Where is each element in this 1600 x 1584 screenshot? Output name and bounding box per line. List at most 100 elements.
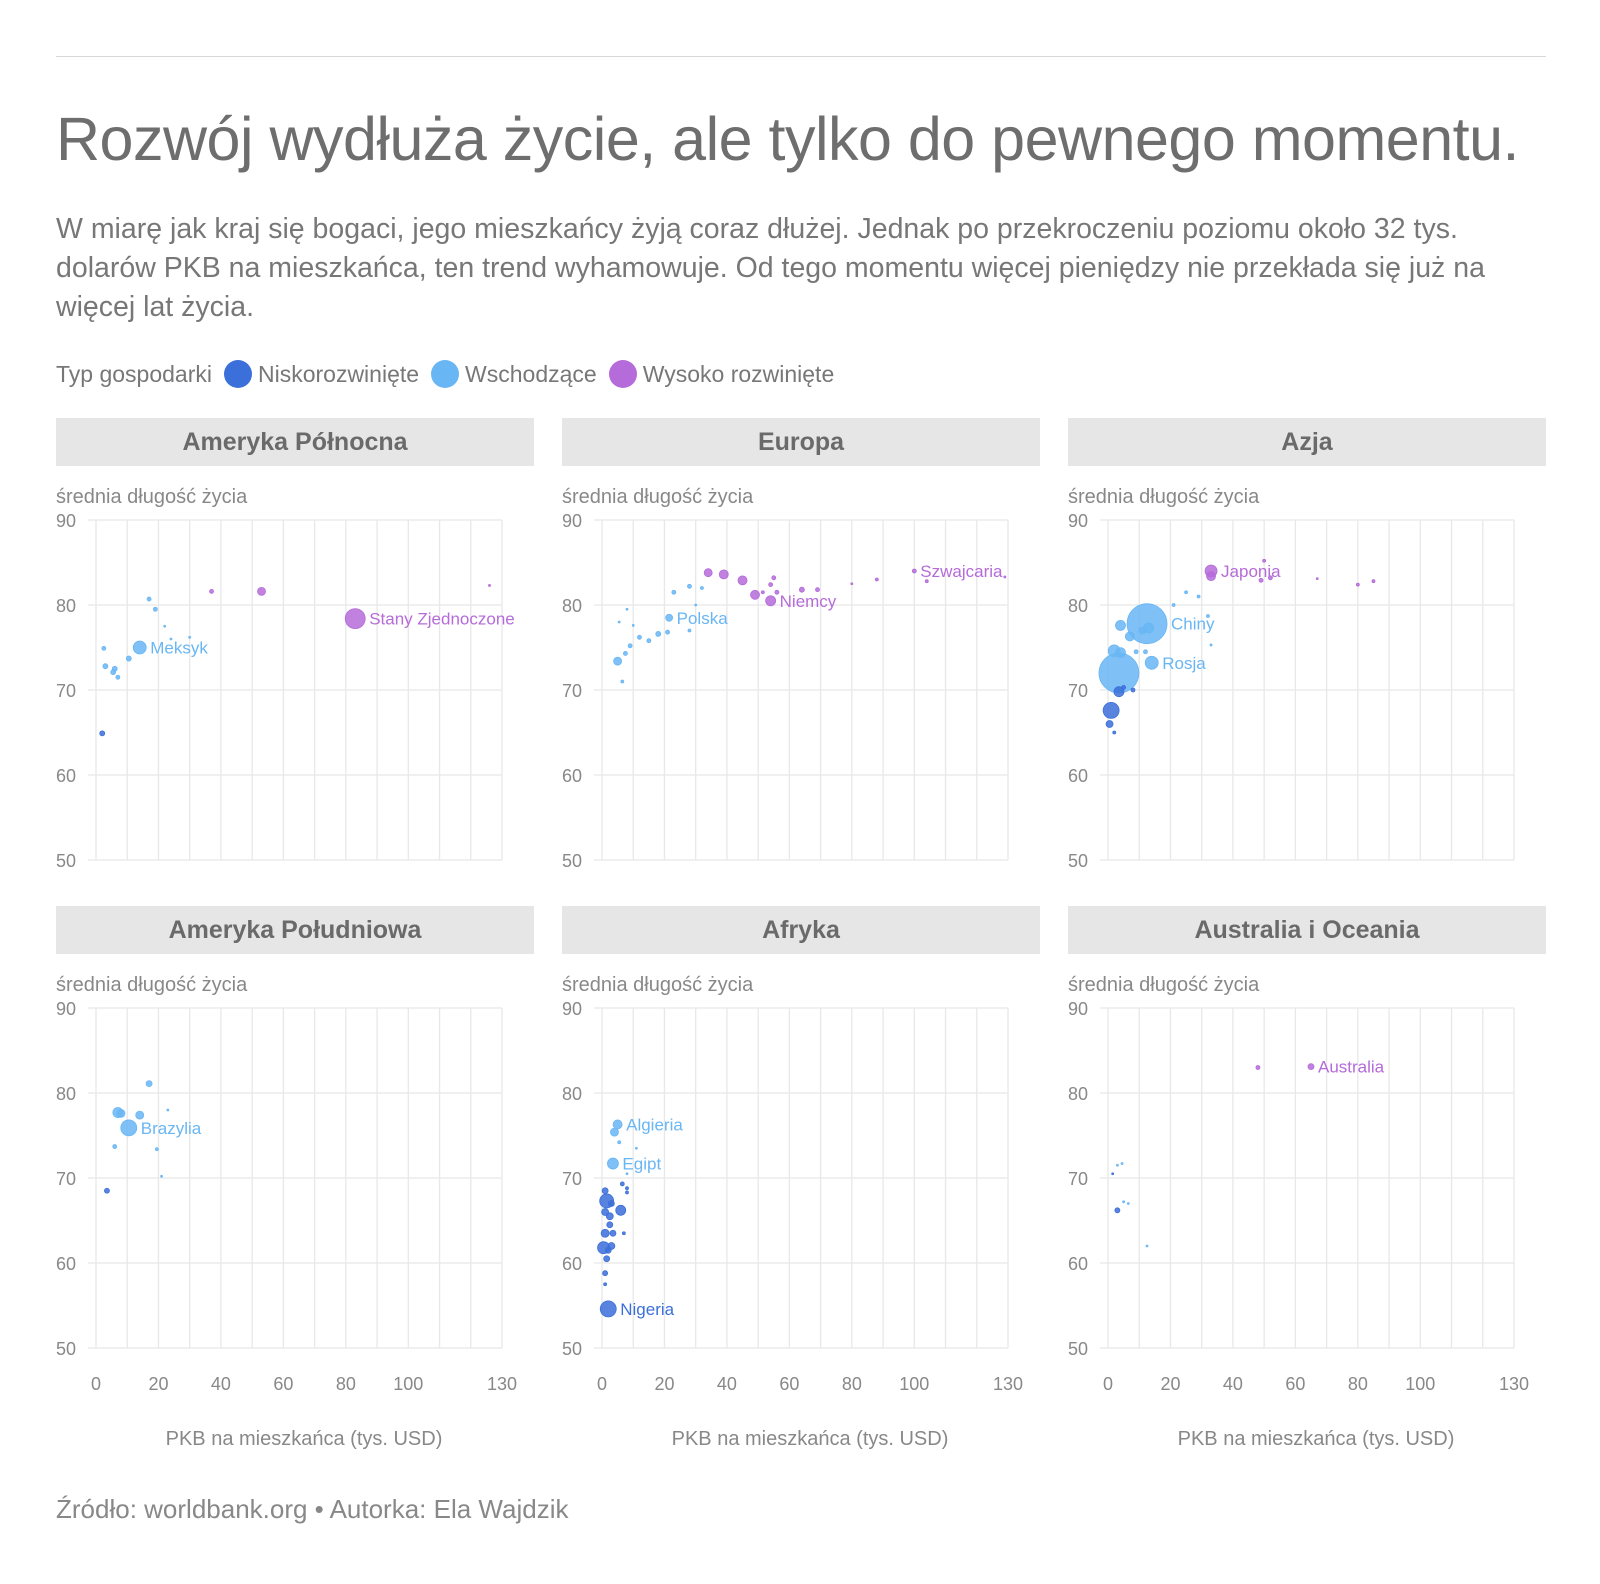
- y-tick-label: 90: [56, 511, 76, 531]
- y-tick-label: 60: [56, 1254, 76, 1274]
- data-point: [1124, 631, 1135, 642]
- data-point: [771, 575, 777, 581]
- data-point: [850, 582, 854, 586]
- data-point: [163, 624, 167, 628]
- data-point: [116, 1108, 126, 1118]
- data-point: [625, 1172, 629, 1176]
- x-tick-label: 60: [779, 1374, 799, 1394]
- data-point: [1133, 649, 1139, 655]
- point-label: Algieria: [626, 1115, 683, 1134]
- data-point: [146, 596, 152, 602]
- x-tick-label: 100: [1405, 1374, 1435, 1394]
- data-point: [209, 588, 214, 594]
- scatter-plot-asia: 50 60 70 80 90 Chiny Rosja Japonia: [1068, 511, 1515, 871]
- panel-oceania: Australia i Oceania średnia długość życi…: [1068, 906, 1546, 1426]
- data-point: [1145, 1244, 1149, 1248]
- data-point: [1122, 1200, 1126, 1204]
- data-point: [765, 595, 777, 607]
- data-point: [1112, 730, 1117, 735]
- x-tick-label: 80: [336, 1374, 356, 1394]
- data-point: [1307, 1063, 1315, 1071]
- data-point: [623, 651, 628, 656]
- data-point: [610, 1127, 619, 1137]
- legend-swatch-low: [223, 360, 252, 388]
- data-point: [621, 1231, 626, 1236]
- data-point: [604, 1246, 612, 1254]
- data-point: [488, 584, 491, 587]
- data-point: [101, 645, 107, 651]
- data-point: [1138, 626, 1147, 635]
- x-tick-label: 80: [1348, 1374, 1368, 1394]
- x-tick-label: 130: [1499, 1374, 1529, 1394]
- data-point: [1113, 686, 1125, 698]
- data-point: [625, 1190, 629, 1195]
- data-point: [627, 643, 633, 649]
- data-point: [1209, 643, 1213, 647]
- x-tick-label: 130: [993, 1374, 1023, 1394]
- x-tick-label: 60: [1285, 1374, 1305, 1394]
- y-axis-title: średnia długość życia: [56, 486, 248, 508]
- y-tick-label: 60: [1068, 766, 1088, 786]
- data-point: [602, 1270, 609, 1277]
- data-point: [1355, 582, 1360, 587]
- data-point: [703, 568, 713, 578]
- data-point: [1206, 571, 1216, 582]
- point-label: Chiny: [1171, 615, 1215, 634]
- y-tick-label: 90: [1068, 511, 1088, 531]
- data-point: [120, 1119, 138, 1137]
- data-point: [646, 638, 652, 644]
- data-point: [760, 590, 765, 595]
- y-tick-label: 80: [56, 1084, 76, 1104]
- data-point: [605, 1212, 614, 1221]
- data-point: [1315, 577, 1319, 581]
- data-point: [768, 582, 774, 588]
- point-label: Meksyk: [150, 639, 208, 658]
- data-point: [125, 655, 132, 662]
- x-tick-label: 20: [148, 1374, 168, 1394]
- y-tick-label: 90: [562, 999, 582, 1019]
- data-point: [132, 640, 147, 655]
- data-point: [1171, 603, 1176, 607]
- data-point: [655, 630, 662, 637]
- data-point: [601, 1187, 609, 1195]
- x-tick-label: 60: [273, 1374, 293, 1394]
- panel-north-america: Ameryka Północna średnia długość życia 5…: [56, 418, 534, 938]
- data-point: [1121, 685, 1127, 690]
- x-tick-label: 100: [393, 1374, 423, 1394]
- y-tick-label: 50: [562, 851, 582, 871]
- y-tick-label: 50: [56, 1339, 76, 1359]
- data-point: [665, 613, 674, 622]
- x-tick-label: 130: [487, 1374, 517, 1394]
- panel-asia: Azja średnia długość życia 50 60 70 80 90 Chi…: [1068, 418, 1546, 938]
- data-point: [1184, 590, 1188, 595]
- y-tick-label: 60: [562, 766, 582, 786]
- y-tick-label: 70: [1068, 681, 1088, 701]
- legend-label: Typ gospodarki: [56, 360, 212, 387]
- x-tick-label: 80: [842, 1374, 862, 1394]
- y-tick-label: 90: [562, 511, 582, 531]
- data-point: [104, 1187, 110, 1194]
- data-point: [924, 579, 929, 584]
- data-point: [344, 608, 366, 630]
- data-point: [152, 606, 158, 612]
- y-tick-label: 70: [56, 1169, 76, 1189]
- x-tick-label: 20: [654, 1374, 674, 1394]
- point-label: Rosja: [1162, 654, 1206, 673]
- data-point: [1115, 647, 1126, 659]
- data-point: [750, 589, 760, 600]
- source-note: Źródło: worldbank.org • Autorka: Ela Waj…: [56, 1494, 569, 1524]
- point-label: Stany Zjednoczone: [369, 610, 515, 629]
- data-point: [694, 603, 698, 607]
- y-axis-title: średnia długość życia: [56, 974, 248, 996]
- data-point: [1130, 687, 1136, 693]
- x-tick-label: 0: [597, 1374, 607, 1394]
- x-tick-label: 0: [91, 1374, 101, 1394]
- scatter-plot-europe: 50 60 70 80 90 Polska Niemcy Szwajcaria: [562, 511, 1009, 871]
- data-point: [135, 1110, 145, 1120]
- data-point: [160, 1174, 163, 1178]
- data-point: [606, 1221, 614, 1229]
- data-point: [166, 1108, 170, 1112]
- data-point: [665, 629, 670, 635]
- y-tick-label: 70: [1068, 1169, 1088, 1189]
- x-axis-title: PKB na mieszkańca (tys. USD): [671, 1428, 949, 1450]
